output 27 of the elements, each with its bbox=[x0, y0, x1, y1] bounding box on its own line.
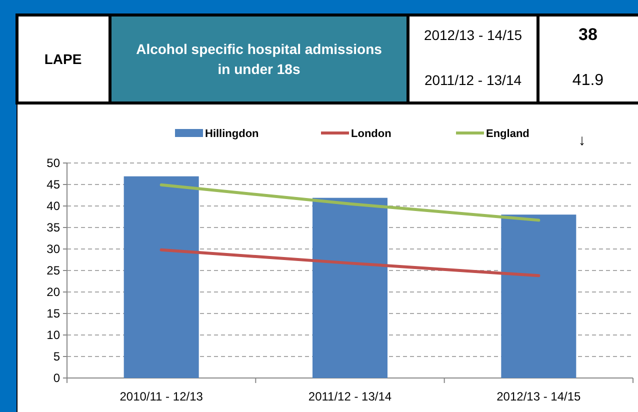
bar bbox=[124, 176, 199, 378]
x-tick-label: 2010/11 - 12/13 bbox=[120, 390, 204, 404]
y-tick-label: 35 bbox=[46, 220, 60, 234]
text: ↓ bbox=[578, 132, 586, 149]
y-tick-label: 40 bbox=[46, 198, 60, 213]
y-tick-label: 20 bbox=[46, 284, 60, 299]
y-tick-label: 15 bbox=[46, 306, 60, 320]
text: 38 bbox=[578, 25, 598, 44]
legend-label: Hillingdon bbox=[205, 128, 260, 140]
text: 2011/12 - 13/14 bbox=[424, 72, 522, 88]
y-tick-label: 25 bbox=[46, 263, 60, 278]
y-tick-label: 0 bbox=[53, 370, 60, 385]
legend-label: England bbox=[486, 128, 530, 140]
legend-label: London bbox=[351, 128, 392, 140]
x-tick-label: 2011/12 - 13/14 bbox=[308, 390, 392, 404]
y-tick-label: 50 bbox=[46, 156, 60, 170]
bar bbox=[501, 214, 576, 378]
y-tick-label: 5 bbox=[53, 349, 60, 364]
text: Alcohol specific hospital admissions in under 18s bbox=[136, 41, 382, 77]
y-tick-label: 30 bbox=[46, 242, 60, 256]
y-tick-label: 10 bbox=[46, 328, 60, 342]
bar bbox=[312, 198, 388, 378]
x-tick-label: 2012/13 - 14/15 bbox=[496, 390, 582, 404]
text: 2012/13 - 14/15 bbox=[424, 27, 522, 43]
y-tick-label: 45 bbox=[46, 177, 60, 192]
text: 41.9 bbox=[572, 72, 604, 89]
text: LAPE bbox=[44, 51, 82, 67]
